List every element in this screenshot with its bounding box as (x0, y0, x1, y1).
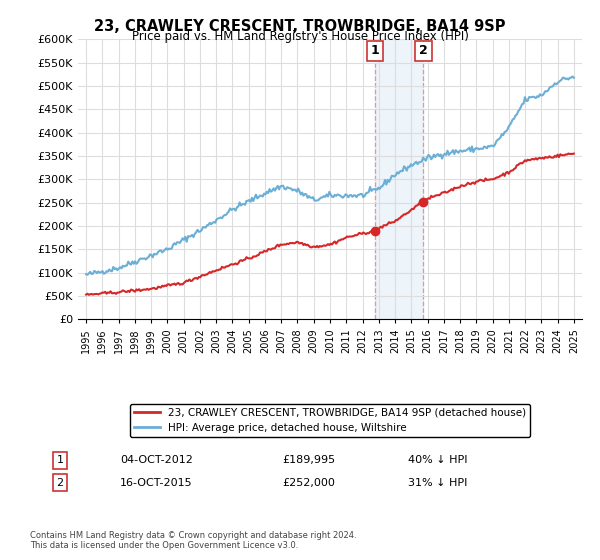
Text: 23, CRAWLEY CRESCENT, TROWBRIDGE, BA14 9SP: 23, CRAWLEY CRESCENT, TROWBRIDGE, BA14 9… (94, 19, 506, 34)
Text: 2: 2 (56, 478, 64, 488)
Text: £252,000: £252,000 (282, 478, 335, 488)
Text: 2: 2 (419, 44, 428, 57)
Text: 31% ↓ HPI: 31% ↓ HPI (408, 478, 467, 488)
Text: 1: 1 (56, 455, 64, 465)
Text: £189,995: £189,995 (282, 455, 335, 465)
Legend: 23, CRAWLEY CRESCENT, TROWBRIDGE, BA14 9SP (detached house), HPI: Average price,: 23, CRAWLEY CRESCENT, TROWBRIDGE, BA14 9… (130, 404, 530, 437)
Text: 16-OCT-2015: 16-OCT-2015 (120, 478, 193, 488)
Text: 04-OCT-2012: 04-OCT-2012 (120, 455, 193, 465)
Text: Price paid vs. HM Land Registry's House Price Index (HPI): Price paid vs. HM Land Registry's House … (131, 30, 469, 43)
Text: 1: 1 (370, 44, 379, 57)
Bar (375, 39, 424, 319)
Text: 40% ↓ HPI: 40% ↓ HPI (408, 455, 467, 465)
Text: Contains HM Land Registry data © Crown copyright and database right 2024.
This d: Contains HM Land Registry data © Crown c… (30, 530, 356, 550)
